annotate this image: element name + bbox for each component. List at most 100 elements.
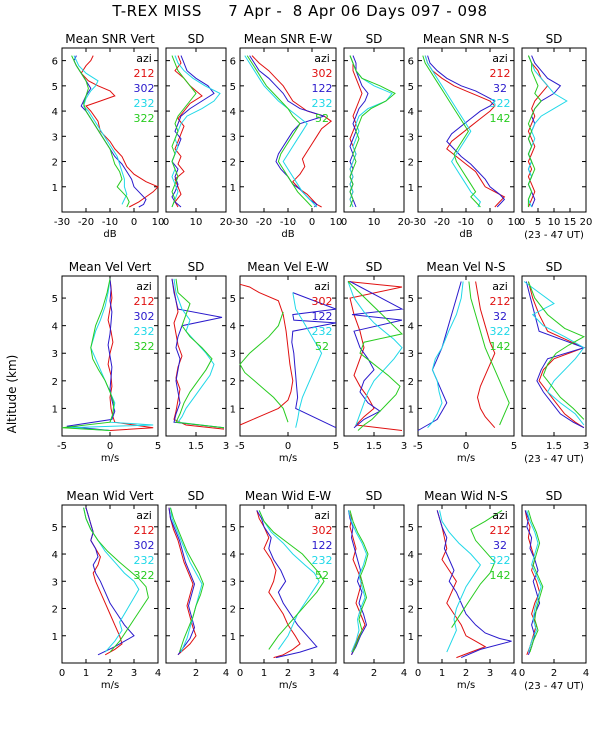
panel-13-legend-item: 212 (134, 524, 155, 537)
panel-5-xtick-label: 0 (487, 217, 493, 228)
panel-6-xtick-label: 0 (519, 217, 525, 228)
panel-15-series-52-line (258, 510, 325, 650)
panel-17-xtick-label: 4 (511, 668, 517, 679)
panel-7-xtick-label: -5 (57, 441, 67, 452)
panel-15-series-232-line (258, 510, 320, 650)
panel-16-series-1-line (348, 510, 368, 656)
panel-1-legend-item: 212 (134, 67, 155, 80)
panel-3-legend-item: 122 (312, 82, 333, 95)
panel-17-legend-item: 32 (493, 539, 507, 552)
panel-15-xtick-label: 3 (309, 668, 315, 679)
panel-2-xtick-label: 0 (163, 217, 169, 228)
panel-5-series-212-line (424, 55, 506, 208)
panel-11-legend-item: 142 (490, 340, 511, 353)
panel-15-title: Mean Wid E-W (245, 489, 331, 503)
panel-7-series-232-line (66, 278, 154, 431)
panel-11-legend-title: azi (492, 280, 508, 293)
panel-9-title: Mean Vel E-W (247, 260, 329, 274)
panel-5-xtick-label: 10 (508, 217, 521, 228)
panel-7-xtick-label: 5 (155, 441, 161, 452)
panel-14-series-2-line (170, 507, 203, 653)
panel-4-title: SD (366, 32, 383, 46)
panel-13-ytick-label: 1 (52, 632, 58, 643)
panel-12-xtick-label: 1.5 (546, 441, 562, 452)
panel-18-xtick-label: 0 (519, 668, 525, 679)
panel-1-xtick-label: -30 (54, 217, 70, 228)
panel-9-ytick-label: 4 (230, 322, 236, 333)
panel-17-series-32-line (436, 510, 512, 659)
panel-11-legend-item: 212 (490, 295, 511, 308)
panel-1-xtick-label: 10 (152, 217, 165, 228)
panel-16-series-3-line (349, 510, 369, 653)
panel-9-xlabel: m/s (279, 453, 297, 464)
panel-15-series-302-line (256, 510, 301, 659)
panel-11-legend-item: 32 (493, 310, 507, 323)
panel-17-xtick-label: 1 (439, 668, 445, 679)
panel-1-legend-item: 232 (134, 97, 155, 110)
panel-15-legend-item: 232 (312, 554, 333, 567)
footnote-row-3: (23 - 47 UT) (524, 681, 584, 692)
panel-1-title: Mean SNR Vert (65, 32, 155, 46)
panel-11-series-212-line (475, 281, 496, 429)
panel-18-xtick-label: 2 (551, 668, 557, 679)
panel-15-xtick-label: 4 (333, 668, 339, 679)
panel-16-series-2-line (348, 510, 368, 653)
panel-16-xtick-label: 2 (371, 668, 377, 679)
panel-10-xtick-label: 3 (401, 441, 407, 452)
panel-13-xtick-label: 3 (131, 668, 137, 679)
panel-15-legend-title: azi (314, 509, 330, 522)
panel-3-series-232-line (244, 55, 318, 208)
panel-5-legend-title: azi (492, 52, 508, 65)
panel-4-xtick-label: 20 (398, 217, 411, 228)
panel-8-series-1-line (171, 278, 225, 429)
panel-15-xtick-label: 0 (237, 668, 243, 679)
panel-9-xtick-label: 0 (285, 441, 291, 452)
figure-title: T-REX MISS 7 Apr - 8 Apr 06 Days 097 - 0… (112, 2, 488, 20)
panel-6-xtick-label: 15 (564, 217, 577, 228)
panel-3-legend-title: azi (314, 52, 330, 65)
panel-9-ytick-label: 3 (230, 349, 236, 360)
panel-2-series-0-line (174, 55, 203, 208)
panel-10-series-0-line (347, 281, 403, 431)
panel-7-legend-item: 322 (134, 340, 155, 353)
panel-13-xtick-label: 1 (83, 668, 89, 679)
panel-5-legend-item: 142 (490, 112, 511, 125)
panel-2-xtick-label: 10 (190, 217, 203, 228)
panel-1-legend-title: azi (136, 52, 152, 65)
footnote-row-2: (23 - 47 UT) (524, 454, 584, 465)
panel-1-ytick-label: 1 (52, 183, 58, 194)
panel-15-legend-item: 52 (315, 569, 329, 582)
panel-3-ytick-label: 2 (230, 158, 236, 169)
panel-5-ytick-label: 4 (408, 107, 414, 118)
panel-17-ytick-label: 1 (408, 632, 414, 643)
panel-13-series-302-line (85, 507, 135, 656)
panel-7-ytick-label: 4 (52, 322, 58, 333)
panel-3-ytick-label: 6 (230, 57, 236, 68)
panel-10-series-2-line (347, 281, 403, 426)
panel-1-series-212-line (80, 55, 159, 208)
panel-9-legend-item: 122 (312, 310, 333, 323)
panel-13-xtick-label: 2 (107, 668, 113, 679)
panel-8-series-0-line (171, 278, 225, 430)
panel-5-xtick-label: -30 (410, 217, 426, 228)
panel-15-ytick-label: 2 (230, 605, 236, 616)
panel-9-legend-title: azi (314, 280, 330, 293)
panel-17-title: Mean Wid N-S (424, 489, 508, 503)
panel-14-series-0-line (168, 507, 197, 656)
panel-3-legend-item: 232 (312, 97, 333, 110)
panel-8-xtick-label: 1.5 (188, 441, 204, 452)
panel-17-xlabel: m/s (457, 680, 475, 691)
panel-16-title: SD (366, 489, 383, 503)
panel-17-legend-item: 212 (490, 524, 511, 537)
panel-9-series-302-line (239, 283, 294, 426)
panel-5-ytick-label: 1 (408, 183, 414, 194)
footnote-row-1: (23 - 47 UT) (524, 230, 584, 241)
panel-11-series-322-line (427, 281, 464, 429)
panel-1-legend-item: 322 (134, 112, 155, 125)
panel-17-series-322-line (439, 510, 482, 653)
panel-10-series-3-line (347, 281, 404, 431)
panel-13-ytick-label: 5 (52, 523, 58, 534)
panel-14-xtick-label: 2 (193, 668, 199, 679)
panel-15-ytick-label: 5 (230, 523, 236, 534)
